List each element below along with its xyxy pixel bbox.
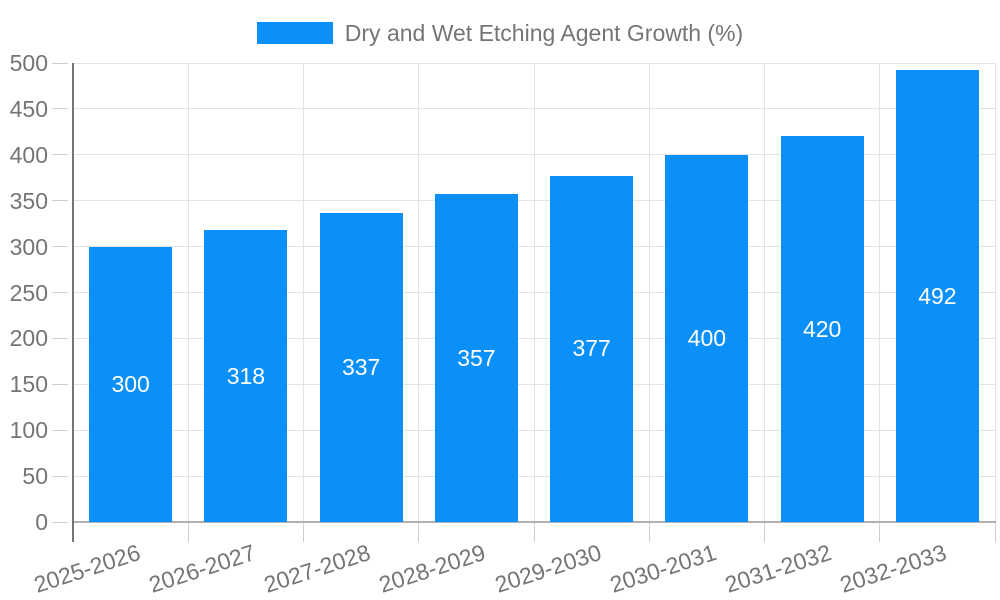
bar-value-label: 300 [111, 370, 150, 397]
bar: 318 [204, 230, 288, 522]
x-tick-label: 2025-2026 [30, 539, 144, 598]
bar-value-label: 420 [802, 315, 842, 342]
x-tick-mark [418, 523, 420, 542]
y-tick-mark [52, 62, 68, 64]
x-tick-mark [533, 523, 535, 542]
x-gridline [879, 63, 881, 522]
y-tick-label: 150 [9, 371, 48, 398]
y-tick-label: 300 [9, 233, 48, 260]
x-tick-label: 2028-2029 [376, 539, 489, 598]
x-tick-mark [879, 523, 881, 542]
x-gridline [418, 63, 420, 522]
bar-value-label: 318 [226, 362, 266, 389]
y-tick-mark [52, 154, 68, 156]
y-axis-line [72, 63, 74, 542]
y-tick-label: 100 [9, 417, 48, 444]
y-tick-mark [52, 383, 68, 385]
y-tick-mark [52, 475, 68, 477]
x-tick-label: 2031-2032 [721, 539, 835, 598]
bar: 300 [89, 246, 173, 522]
y-tick-label: 200 [9, 325, 48, 352]
y-tick-label: 0 [35, 509, 48, 535]
y-tick-mark [52, 337, 68, 339]
y-tick-label: 250 [9, 279, 48, 306]
bar: 492 [895, 70, 979, 522]
x-tick-label: 2032-2033 [837, 539, 950, 598]
bar: 377 [550, 175, 634, 522]
x-gridline [533, 63, 535, 522]
x-tick-label: 2026-2027 [145, 539, 259, 598]
x-tick-label: 2029-2030 [491, 539, 605, 598]
bar-value-label: 357 [457, 344, 496, 371]
x-tick-label: 2027-2028 [260, 539, 374, 598]
y-tick-mark [52, 246, 68, 248]
x-tick-label: 2030-2031 [606, 539, 720, 598]
x-tick-mark [648, 523, 650, 542]
bar-value-label: 400 [687, 324, 727, 351]
x-gridline [764, 63, 765, 522]
bar: 337 [319, 212, 403, 522]
y-tick-label: 450 [9, 95, 48, 122]
bar: 357 [434, 194, 518, 522]
bar: 420 [780, 136, 864, 522]
x-gridline [994, 63, 996, 522]
bar-value-label: 337 [341, 353, 381, 380]
x-gridline [303, 63, 304, 522]
legend-label[interactable]: Dry and Wet Etching Agent Growth (%) [344, 19, 744, 46]
x-tick-mark [187, 523, 189, 542]
legend: Dry and Wet Etching Agent Growth (%) [0, 20, 1000, 46]
x-tick-mark [764, 523, 765, 542]
y-tick-label: 50 [22, 463, 48, 490]
y-tick-mark [52, 521, 68, 523]
bar: 400 [665, 154, 749, 522]
y-tick-mark [52, 200, 68, 202]
bar-value-label: 377 [572, 335, 611, 362]
legend-swatch-icon[interactable] [256, 22, 333, 44]
y-tick-mark [52, 108, 68, 110]
bar-value-label: 492 [918, 282, 957, 309]
y-tick-label: 350 [9, 187, 48, 214]
y-tick-mark [52, 292, 68, 293]
y-tick-mark [52, 429, 68, 431]
x-axis-line [72, 521, 996, 523]
x-gridline [648, 63, 650, 522]
x-tick-mark [994, 523, 996, 542]
y-tick-label: 500 [9, 50, 48, 76]
x-gridline [187, 63, 189, 522]
y-tick-label: 400 [9, 141, 48, 168]
x-tick-mark [303, 523, 304, 542]
